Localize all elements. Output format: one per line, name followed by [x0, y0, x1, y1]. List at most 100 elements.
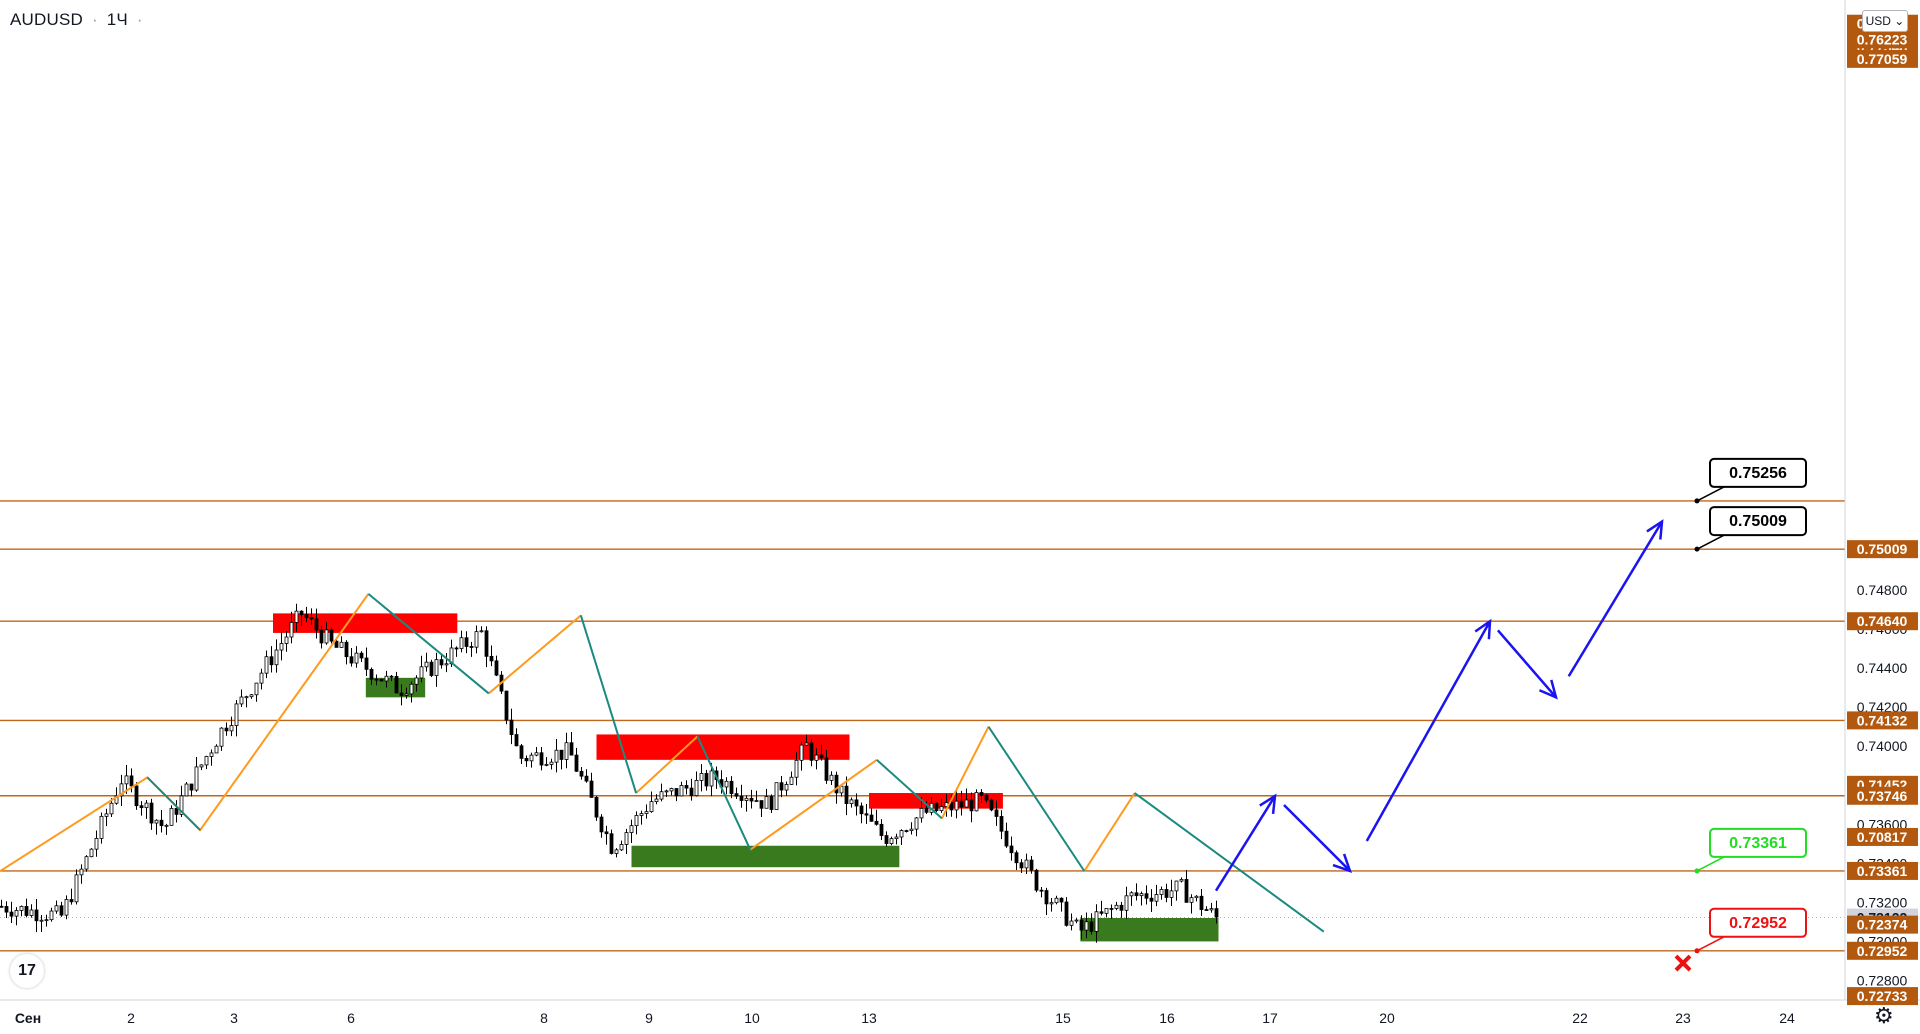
candle-body — [534, 752, 539, 756]
candle-body — [1069, 920, 1074, 926]
candle-body — [1124, 895, 1129, 911]
candle-body — [1119, 904, 1124, 911]
zigzag-down-4 — [876, 759, 943, 820]
y-tick-3: 0.74200 — [1857, 699, 1908, 715]
candle-body — [154, 819, 159, 824]
currency-button[interactable]: USD ⌄ — [1862, 10, 1908, 32]
candle-body — [539, 752, 544, 766]
zigzag-lines — [0, 593, 1325, 933]
interval-label[interactable]: 1Ч — [106, 10, 128, 29]
gear-icon[interactable]: ⚙ — [1874, 1004, 1894, 1029]
candle-body — [1184, 879, 1189, 903]
candle-body — [434, 659, 439, 676]
candle-body — [1214, 908, 1219, 918]
supply-zone-2 — [869, 793, 1003, 809]
candle-body — [804, 742, 809, 746]
candle-body — [374, 678, 379, 681]
candle-body — [39, 919, 44, 922]
candle-body — [954, 800, 959, 811]
candle-body — [414, 677, 419, 685]
candle-body — [964, 799, 969, 808]
candle-body — [789, 776, 794, 785]
candle-body — [799, 744, 804, 761]
candle-body — [1144, 893, 1149, 899]
candle-body — [179, 795, 184, 815]
horizontal-levels — [0, 500, 1845, 952]
zigzag-up-5 — [1083, 792, 1136, 872]
zigzag-down-1 — [367, 593, 490, 695]
candle-body — [979, 792, 984, 796]
candle-body — [489, 655, 494, 662]
candle-body — [0, 905, 4, 908]
candle-body — [139, 805, 144, 809]
price-tag-bg-5 — [1847, 612, 1918, 631]
candle-body — [394, 676, 399, 694]
candles — [0, 603, 1219, 943]
x-tick-3: 6 — [347, 1010, 355, 1026]
candle-body — [329, 629, 334, 642]
candle-body — [1209, 908, 1214, 911]
price-tag-5: 0.74640 — [1857, 613, 1908, 629]
x-tick-14: 24 — [1779, 1010, 1795, 1026]
candle-body — [644, 811, 649, 814]
candle-body — [559, 749, 564, 760]
candle-body — [1104, 908, 1109, 914]
candle-body — [309, 617, 314, 620]
candle-body — [709, 770, 714, 787]
candle-body — [1064, 901, 1069, 926]
candle-body — [744, 797, 749, 801]
x-tick-13: 23 — [1675, 1010, 1691, 1026]
candle-body — [459, 637, 464, 649]
candle-body — [474, 631, 479, 648]
candle-body — [1099, 911, 1104, 914]
candle-body — [384, 675, 389, 682]
candle-body — [234, 703, 239, 726]
candle-body — [919, 807, 924, 819]
candle-body — [244, 696, 249, 699]
candle-body — [44, 919, 49, 922]
candle-body — [624, 832, 629, 845]
candle-body — [694, 780, 699, 797]
candle-body — [809, 742, 814, 761]
candle-body — [124, 775, 129, 785]
tradingview-logo[interactable]: 17 — [10, 954, 44, 988]
candle-body — [634, 815, 639, 827]
candle-body — [524, 757, 529, 762]
candle-body — [334, 640, 339, 648]
candle-body — [1139, 893, 1144, 897]
price-tag-10: 0.73361 — [1857, 863, 1908, 879]
target-pointer-2 — [1696, 856, 1725, 872]
candle-body — [229, 725, 234, 732]
symbol-header[interactable]: AUDUSD · 1Ч · — [10, 10, 147, 30]
candle-body — [1114, 904, 1119, 909]
x-tick-5: 9 — [645, 1010, 653, 1026]
candle-body — [479, 630, 484, 633]
zones — [273, 613, 1219, 942]
forecast-arrowhead-1 — [1332, 853, 1353, 873]
candle-body — [159, 819, 164, 827]
candle-body — [79, 868, 84, 876]
target-pointer-0 — [1696, 486, 1725, 502]
price-tag-4: 0.75009 — [1857, 541, 1908, 557]
forecast-segment-1 — [1283, 804, 1351, 872]
price-tag-bg-2 — [1847, 30, 1918, 49]
candle-body — [164, 824, 169, 827]
zigzag-up-0 — [0, 593, 370, 872]
candle-body — [199, 764, 204, 768]
candle-body — [649, 801, 654, 813]
candle-body — [74, 874, 79, 903]
candle-body — [64, 899, 69, 916]
candle-body — [1074, 919, 1079, 922]
candle-body — [1169, 890, 1174, 898]
candle-body — [1024, 859, 1029, 869]
supply-zone-0 — [273, 613, 458, 633]
candle-body — [1049, 902, 1054, 905]
candle-body — [129, 775, 134, 787]
target-box-2 — [1709, 827, 1807, 858]
x-tick-7: 13 — [861, 1010, 877, 1026]
candle-body — [759, 800, 764, 809]
candle-body — [239, 696, 244, 705]
candle-body — [659, 791, 664, 800]
